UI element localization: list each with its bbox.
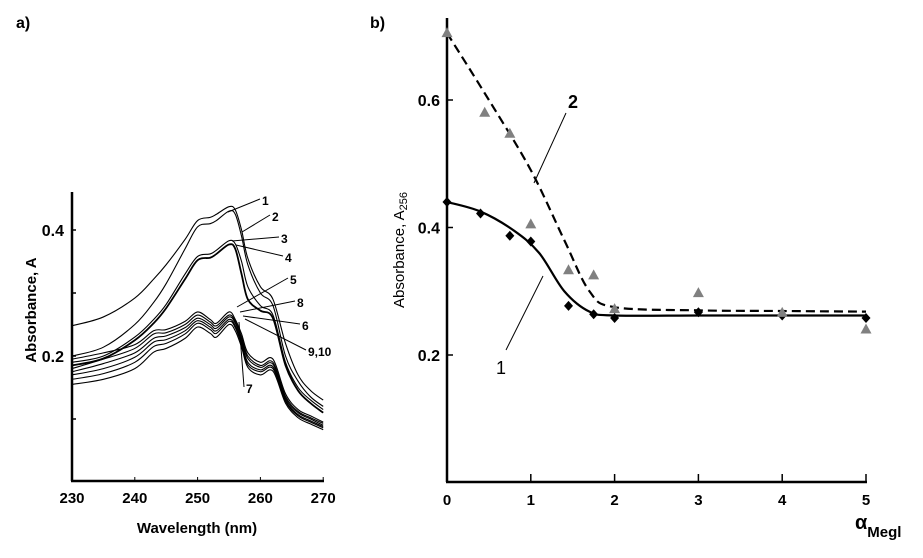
x-tick-label: 240 xyxy=(122,490,147,507)
x-tick-label: 260 xyxy=(248,490,273,507)
leader-line xyxy=(505,275,544,351)
panel-b-ylabel-sub: 256 xyxy=(398,192,410,210)
data-point-diamond xyxy=(589,309,599,320)
data-point-triangle xyxy=(860,323,872,334)
y-tick-label: 0.2 xyxy=(418,348,440,365)
panel-a-xlabel: Wavelength (nm) xyxy=(137,520,257,537)
data-point-diamond xyxy=(861,313,871,324)
panel-b-ylabel: Absorbance, A256 xyxy=(391,192,410,308)
curve-label: 5 xyxy=(290,273,297,287)
data-point-diamond xyxy=(526,236,536,247)
data-point-triangle xyxy=(776,306,788,317)
x-tick-label: 270 xyxy=(311,490,336,507)
curve-label: 8 xyxy=(297,296,304,310)
spectrum-curve-9 xyxy=(71,320,324,429)
x-tick-label: 250 xyxy=(185,490,210,507)
leader-line xyxy=(227,198,261,213)
panel-a-label: a) xyxy=(16,15,30,32)
spectrum-curve-5 xyxy=(71,311,324,423)
leader-line xyxy=(244,318,307,351)
curve-label: 9,10 xyxy=(308,345,332,359)
leader-line xyxy=(235,244,284,257)
panel-a-ylabel: Absorbance, A xyxy=(23,257,40,362)
x-tick-label: 4 xyxy=(778,492,787,509)
data-point-diamond xyxy=(476,208,486,219)
leader-line xyxy=(242,315,301,325)
x-tick-label: 5 xyxy=(862,492,870,509)
x-tick-label: 230 xyxy=(59,490,84,507)
data-point-triangle xyxy=(692,287,704,298)
panel-b-xlabel: αMegl xyxy=(855,512,901,541)
curve-label: 1 xyxy=(262,194,269,208)
y-tick-label: 0.4 xyxy=(418,221,440,238)
x-tick-label: 0 xyxy=(443,492,451,509)
leader-line xyxy=(239,300,296,313)
spectrum-curve-10 xyxy=(71,323,324,431)
leader-line xyxy=(238,321,245,388)
leader-line xyxy=(533,112,567,184)
data-point-triangle xyxy=(504,127,516,138)
data-point-diamond xyxy=(610,313,620,324)
curve-label: 2 xyxy=(272,210,279,224)
spectrum-curve-3 xyxy=(71,239,324,410)
data-point-diamond xyxy=(693,307,703,318)
spectrum-curve-4 xyxy=(71,243,324,414)
data-point-diamond xyxy=(564,300,574,311)
leader-line xyxy=(241,214,271,233)
y-tick-label: 0.2 xyxy=(42,349,64,366)
fit-line-1 xyxy=(446,200,866,317)
data-point-triangle xyxy=(441,27,453,38)
x-tick-label: 1 xyxy=(527,492,535,509)
data-point-triangle xyxy=(479,106,491,117)
data-point-triangle xyxy=(563,264,575,275)
curve-label: 7 xyxy=(246,382,253,396)
panel-b-label: b) xyxy=(370,15,385,32)
data-point-diamond xyxy=(505,230,515,241)
x-tick-label: 3 xyxy=(694,492,702,509)
spectrum-curve-8 xyxy=(71,318,324,428)
leader-line xyxy=(236,277,289,308)
data-point-triangle xyxy=(609,303,621,314)
curve-label: 4 xyxy=(285,251,292,265)
series-label: 1 xyxy=(496,358,506,378)
spectrum-curve-7 xyxy=(71,316,324,426)
panel-b-ylabel-main: Absorbance, A xyxy=(391,210,408,308)
data-point-triangle xyxy=(525,218,537,229)
curve-label: 6 xyxy=(302,319,309,333)
leader-line xyxy=(231,236,280,242)
x-tick-label: 2 xyxy=(610,492,618,509)
y-tick-label: 0.4 xyxy=(42,223,64,240)
panel-b-chart: 0 1 2 3 4 5 0.2 0.4 0.6 2 1 xyxy=(418,18,872,509)
data-point-diamond xyxy=(442,197,452,207)
panel-a-chart: 230 240 250 260 270 0.2 0.4 123 4 58 6 9,10 7 xyxy=(42,192,336,507)
spectrum-curve-6 xyxy=(71,314,324,424)
spectrum-curve-1 xyxy=(71,205,324,401)
fit-line-2 xyxy=(446,32,867,313)
data-point-triangle xyxy=(588,269,600,280)
curve-label: 3 xyxy=(281,232,288,246)
panel-b-xlabel-main: α xyxy=(855,512,868,534)
y-tick-label: 0.6 xyxy=(418,93,440,110)
panel-b-xlabel-sub: Megl xyxy=(867,524,901,541)
series-label: 2 xyxy=(568,92,578,112)
